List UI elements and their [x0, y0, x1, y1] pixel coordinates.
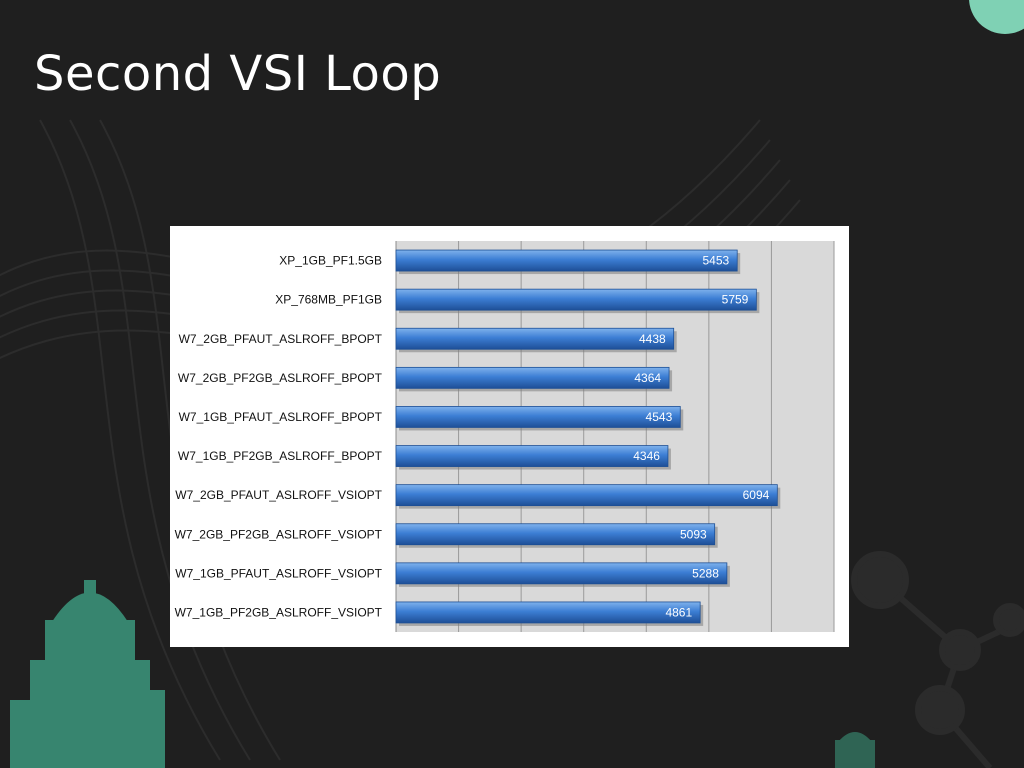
bar: [395, 249, 738, 272]
category-label: W7_2GB_PFAUT_ASLROFF_VSIOPT: [175, 488, 382, 502]
bar: [395, 445, 669, 467]
data-label: 4438: [639, 332, 666, 346]
category-label: W7_2GB_PF2GB_ASLROFF_BPOPT: [178, 371, 383, 385]
bar: [395, 562, 728, 585]
category-label: W7_1GB_PF2GB_ASLROFF_BPOPT: [178, 449, 383, 463]
data-label: 6094: [743, 488, 770, 502]
bar: [395, 327, 675, 350]
bar-chart-svg: XP_1GB_PF1.5GB 5453 XP_768MB_PF1GB 5759 W7_2…: [175, 241, 835, 632]
slide-title: Second VSI Loop: [34, 46, 442, 102]
bar: [395, 601, 701, 624]
bar: [395, 484, 778, 507]
data-label: 4346: [633, 449, 660, 463]
category-label: W7_1GB_PFAUT_ASLROFF_VSIOPT: [175, 566, 382, 580]
category-label: W7_2GB_PF2GB_ASLROFF_VSIOPT: [175, 527, 383, 541]
bar-chart: XP_1GB_PF1.5GB 5453 XP_768MB_PF1GB 5759 W7_2…: [170, 226, 849, 647]
data-label: 4861: [665, 605, 692, 619]
category-label: W7_1GB_PF2GB_ASLROFF_VSIOPT: [175, 605, 383, 619]
category-label: XP_768MB_PF1GB: [275, 293, 382, 307]
category-label: W7_1GB_PFAUT_ASLROFF_BPOPT: [179, 410, 383, 424]
data-label: 5453: [702, 254, 729, 268]
bar: [395, 366, 670, 389]
data-label: 4543: [646, 410, 673, 424]
data-label: 5288: [692, 566, 719, 580]
bar: [395, 406, 681, 428]
category-label: W7_2GB_PFAUT_ASLROFF_BPOPT: [179, 332, 383, 346]
bar: [395, 288, 757, 311]
data-label: 5093: [680, 527, 707, 541]
data-label: 4364: [634, 371, 661, 385]
data-label: 5759: [722, 293, 749, 307]
bar: [395, 523, 716, 546]
category-label: XP_1GB_PF1.5GB: [279, 254, 382, 268]
